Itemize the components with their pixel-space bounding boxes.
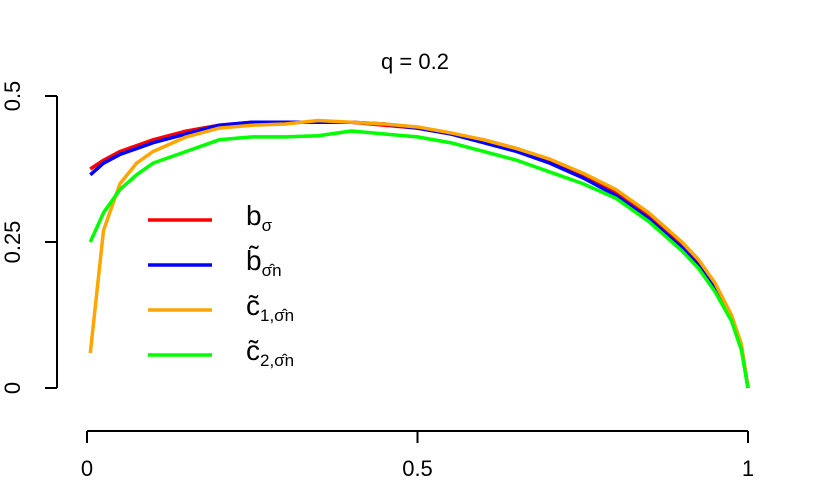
y-tick-label: 0.25: [0, 221, 25, 264]
legend-name: b̃: [246, 245, 262, 276]
legend-label: bσ: [246, 200, 273, 235]
x-tick-label: 1: [742, 456, 754, 481]
chart-title: q = 0.2: [381, 49, 449, 74]
legend-subscript: 1,σ̂n: [260, 306, 294, 325]
legend-name: c̃: [246, 335, 260, 366]
legend-label: c̃2,σ̂n: [246, 335, 294, 370]
y-tick-label: 0: [0, 382, 25, 394]
legend-subscript: σ̂n: [262, 261, 282, 280]
legend-subscript: 2,σ̂n: [260, 351, 294, 370]
y-tick-label: 0.5: [0, 81, 25, 112]
x-tick-label: 0.5: [402, 456, 433, 481]
data-line: [88, 129, 750, 389]
legend-name: c̃: [246, 290, 260, 321]
legend-label: b̃σ̂n: [246, 245, 282, 280]
data-line: [88, 118, 750, 389]
legend-name: b: [246, 200, 262, 231]
x-tick-label: 0: [81, 456, 93, 481]
legend-subscript: σ: [262, 216, 273, 235]
legend-label: c̃1,σ̂n: [246, 290, 294, 325]
data-line: [89, 120, 750, 389]
data-line: [89, 120, 750, 389]
